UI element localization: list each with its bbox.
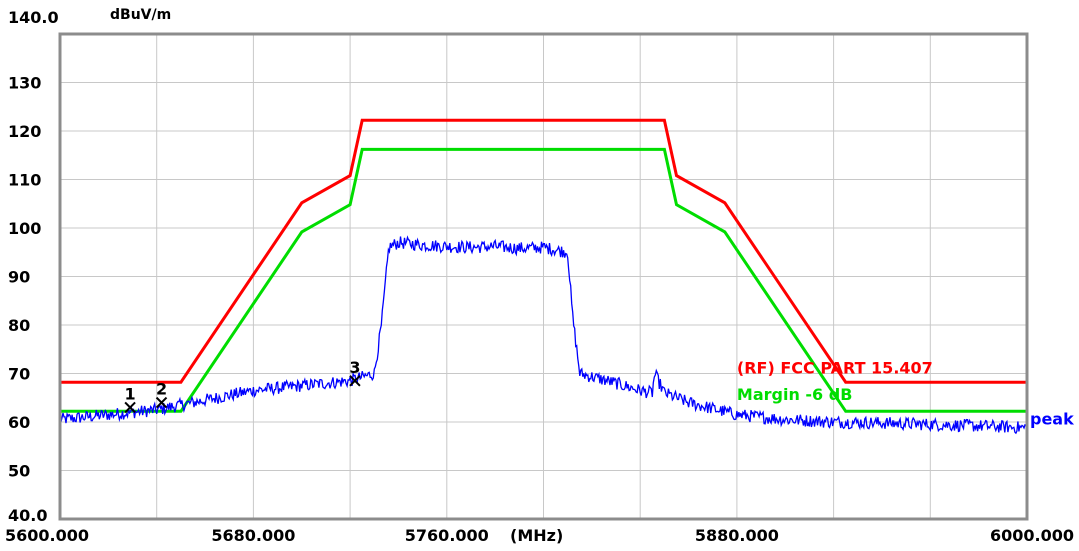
- marker-label: 1: [125, 384, 136, 403]
- markers: 1 2 3: [124, 358, 361, 414]
- x-tick-label: 6000.000: [990, 526, 1074, 545]
- series-line: [60, 147, 1027, 413]
- x-tick-labels: 5600.000 5680.000 5760.000 5880.000 6000.000: [5, 526, 1074, 545]
- y-tick-label: 40.0: [8, 506, 47, 525]
- legend-entry: Margin -6 dB: [737, 385, 853, 404]
- marker-cross: [349, 375, 361, 387]
- y-tick-label: 140.0: [8, 8, 59, 27]
- y-tick-label: 60: [8, 413, 30, 432]
- plot-frame: [58, 32, 1029, 521]
- legend-entry: peak: [1030, 409, 1074, 428]
- y-tick-label: 90: [8, 268, 30, 287]
- marker: 1: [124, 384, 136, 414]
- series-line: [60, 118, 1027, 384]
- x-tick-label: 5600.000: [5, 526, 89, 545]
- y-tick-label: 50: [8, 462, 30, 481]
- x-tick-label: 5760.000: [405, 526, 489, 545]
- y-tick-label: 100: [8, 219, 41, 238]
- x-tick-label: 5680.000: [211, 526, 295, 545]
- series-line: [59, 235, 1028, 435]
- y-tick-label: 120: [8, 122, 41, 141]
- series-lines: [59, 118, 1028, 435]
- marker-cross: [155, 396, 168, 409]
- y-tick-label: 130: [8, 74, 41, 93]
- y-tick-labels: 140.0 130 120 110 100 90 80 70 60 50 40.0: [8, 8, 59, 525]
- marker: 2: [155, 380, 168, 409]
- legend-entry: (RF) FCC PART 15.407: [737, 359, 933, 378]
- y-tick-label: 110: [8, 171, 41, 190]
- marker-cross: [124, 401, 136, 414]
- marker: 3: [349, 358, 361, 387]
- y-tick-label: 70: [8, 365, 30, 384]
- legend: (RF) FCC PART 15.407 Margin -6 dB peak: [737, 359, 1074, 429]
- y-unit-label: dBuV/m: [110, 7, 171, 23]
- x-tick-label: 5880.000: [695, 526, 779, 545]
- x-unit-label: (MHz): [510, 526, 563, 545]
- y-tick-label: 80: [8, 316, 30, 335]
- marker-label: 2: [156, 380, 167, 399]
- marker-label: 3: [349, 358, 360, 377]
